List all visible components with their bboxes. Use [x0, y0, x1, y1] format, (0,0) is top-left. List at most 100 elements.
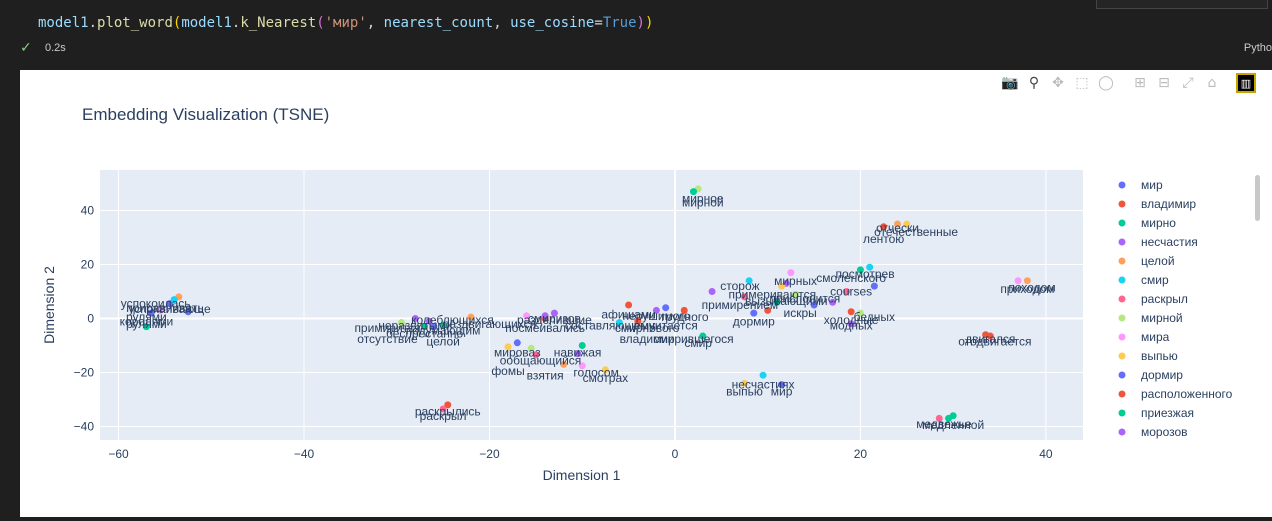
legend-marker[interactable]	[1118, 371, 1126, 379]
legend-marker[interactable]	[1118, 333, 1126, 341]
reset-axes-icon[interactable]: ⌂	[1207, 75, 1217, 91]
legend-marker[interactable]	[1118, 219, 1126, 227]
data-point[interactable]	[574, 350, 582, 358]
data-point[interactable]	[847, 308, 855, 316]
kernel-label[interactable]: Pytho	[1243, 42, 1272, 54]
legend-marker[interactable]	[1118, 257, 1126, 265]
data-point[interactable]	[699, 332, 707, 340]
data-point[interactable]	[880, 223, 888, 231]
data-point[interactable]	[680, 306, 688, 314]
data-point[interactable]	[741, 293, 749, 301]
data-point[interactable]	[690, 188, 698, 196]
data-point[interactable]	[156, 306, 164, 314]
data-point[interactable]	[430, 323, 438, 331]
legend-item-label[interactable]: раскрыл	[1141, 292, 1188, 306]
data-point[interactable]	[935, 414, 943, 422]
data-point[interactable]	[527, 344, 535, 352]
data-point[interactable]	[142, 323, 150, 331]
legend-item-label[interactable]: мира	[1141, 330, 1170, 344]
data-point[interactable]	[166, 300, 174, 308]
scatter-chart[interactable]: −60 −40 −20 0 20 40 −40 −20 0 20 40 Embedding Visua…	[20, 70, 1272, 517]
cell-toolbar[interactable]	[1096, 0, 1268, 9]
legend-marker[interactable]	[1118, 276, 1126, 284]
data-point[interactable]	[778, 381, 786, 389]
legend-marker[interactable]	[1118, 238, 1126, 246]
data-point[interactable]	[634, 317, 642, 325]
data-point[interactable]	[523, 312, 531, 320]
data-point[interactable]	[184, 308, 192, 316]
data-point[interactable]	[903, 220, 911, 228]
data-point[interactable]	[1023, 277, 1031, 285]
data-point[interactable]	[652, 306, 660, 314]
data-point[interactable]	[425, 317, 433, 325]
data-point[interactable]	[847, 320, 855, 328]
zoom-out-icon[interactable]: ⊟	[1158, 75, 1170, 91]
data-point[interactable]	[773, 298, 781, 306]
legend-item-label[interactable]: морозов	[1141, 425, 1188, 439]
legend-item-label[interactable]: владимир	[1141, 197, 1196, 211]
legend-item-label[interactable]: целой	[1141, 254, 1175, 268]
legend-scrollbar[interactable]	[1255, 175, 1260, 221]
data-point[interactable]	[986, 332, 994, 340]
data-point[interactable]	[750, 309, 758, 317]
legend-item-label[interactable]: дормир	[1141, 368, 1183, 382]
box-select-icon[interactable]: ⬚	[1075, 75, 1089, 91]
data-point[interactable]	[856, 309, 864, 317]
legend-item-label[interactable]: мир	[1141, 178, 1163, 192]
data-point[interactable]	[745, 277, 753, 285]
code-editor-line[interactable]: model1.plot_word(model1.k_Nearest('мир',…	[38, 15, 653, 31]
data-point[interactable]	[421, 323, 429, 331]
legend-item-label[interactable]: мирно	[1141, 216, 1176, 230]
data-point[interactable]	[708, 288, 716, 295]
data-point[interactable]	[894, 220, 902, 228]
data-point[interactable]	[625, 301, 633, 309]
legend-marker[interactable]	[1118, 200, 1126, 208]
legend-item-label[interactable]: смир	[1141, 273, 1169, 287]
data-point[interactable]	[792, 290, 800, 298]
legend-marker[interactable]	[1118, 428, 1126, 436]
data-point[interactable]	[843, 288, 851, 295]
zoom-in-icon[interactable]: ⊞	[1134, 75, 1146, 91]
data-point[interactable]	[759, 371, 767, 379]
code-cell[interactable]: model1.plot_word(model1.k_Nearest('мир',…	[0, 0, 1272, 70]
data-point[interactable]	[856, 266, 864, 274]
data-point[interactable]	[662, 304, 670, 312]
data-point[interactable]	[615, 319, 623, 327]
data-point[interactable]	[513, 339, 521, 347]
data-point[interactable]	[601, 366, 609, 374]
data-point[interactable]	[741, 379, 749, 387]
data-point[interactable]	[870, 282, 878, 290]
data-point[interactable]	[411, 315, 419, 322]
data-point[interactable]	[560, 360, 568, 368]
data-point[interactable]	[764, 306, 772, 314]
data-point[interactable]	[866, 263, 874, 271]
legend-marker[interactable]	[1118, 352, 1126, 360]
camera-icon[interactable]: 📷	[1001, 75, 1019, 91]
data-point[interactable]	[504, 343, 512, 351]
data-point[interactable]	[541, 312, 549, 320]
zoom-icon[interactable]: ⚲	[1028, 75, 1040, 91]
plotly-logo-icon[interactable]: ▥	[1236, 73, 1256, 93]
data-point[interactable]	[467, 313, 475, 321]
data-point[interactable]	[532, 351, 540, 359]
legend-item-label[interactable]: несчастия	[1141, 235, 1198, 249]
legend-item-label[interactable]: расположенного	[1141, 387, 1233, 401]
data-point[interactable]	[439, 405, 447, 413]
legend-marker[interactable]	[1118, 295, 1126, 303]
data-point[interactable]	[578, 362, 586, 370]
plot-area[interactable]	[100, 170, 1083, 440]
legend-marker[interactable]	[1118, 314, 1126, 322]
autoscale-icon[interactable]: ⤢	[1182, 75, 1194, 91]
lasso-icon[interactable]: ◯	[1098, 75, 1114, 91]
data-point[interactable]	[778, 282, 786, 290]
data-point[interactable]	[810, 301, 818, 309]
data-point[interactable]	[397, 319, 405, 327]
data-point[interactable]	[439, 321, 447, 329]
data-point[interactable]	[550, 309, 558, 317]
legend-item-label[interactable]: приезжая	[1141, 406, 1194, 420]
legend-marker[interactable]	[1118, 409, 1126, 417]
data-point[interactable]	[1014, 277, 1022, 285]
data-point[interactable]	[829, 298, 837, 306]
data-point[interactable]	[444, 401, 452, 409]
legend-marker[interactable]	[1118, 181, 1126, 189]
